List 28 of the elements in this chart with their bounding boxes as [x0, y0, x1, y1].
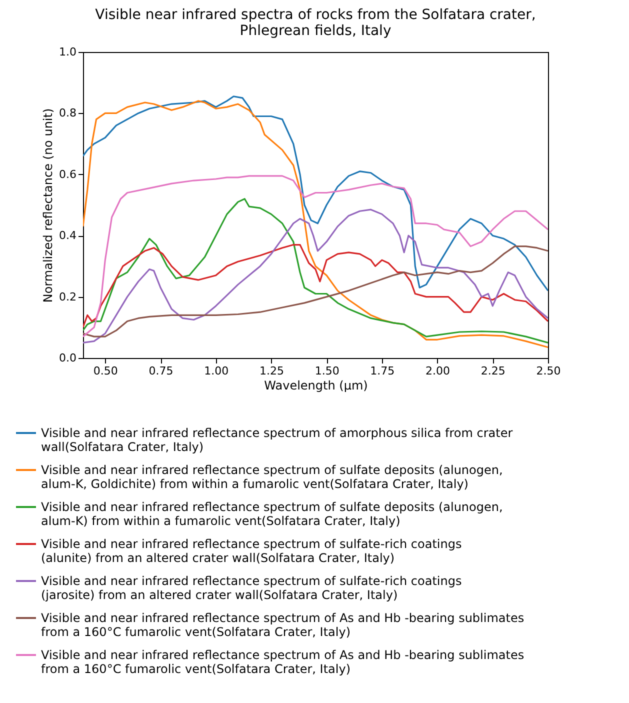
x-tick-label: 1.50 — [314, 364, 340, 378]
y-axis-title: Normalized reflectance (no unit) — [41, 108, 56, 303]
x-tick-label: 1.75 — [370, 364, 395, 378]
legend-label: Visible and near infrared reflectance spectrum of amorphous silica from crater wall(Solfatara Crater, Italy) — [41, 426, 513, 454]
legend-label: Visible and near infrared reflectance spectrum of sulfate deposits (alunogen, alum-K, Goldichite) from within a fumarolic vent(Solfatara Crater, Italy) — [41, 463, 503, 491]
chart-title: Visible near infrared spectra of rocks from the Solfatara crater, Phlegrean fields, Italy — [95, 7, 536, 39]
x-tick-label: 1.00 — [204, 364, 229, 378]
x-tick-label: 0.75 — [148, 364, 174, 378]
legend-label: Visible and near infrared reflectance spectrum of sulfate-rich coatings (jarosite) from an altered crater wall(Solfatara Crater, Italy) — [41, 574, 462, 602]
legend-label: Visible and near infrared reflectance spectrum of As and Hb -bearing sublimates from a 160°C fumarolic vent(Solfatara Crater, Italy) — [41, 648, 524, 676]
x-tick-label: 1.25 — [259, 364, 284, 378]
y-tick-label: 0.2 — [59, 290, 76, 304]
y-tick-label: 0.0 — [59, 352, 76, 364]
x-tick-label: 2.25 — [480, 364, 506, 378]
x-tick-label: 2.50 — [536, 364, 561, 378]
line-series — [83, 175, 548, 338]
legend-label: Visible and near infrared reflectance spectrum of As and Hb -bearing sublimates from a 160°C fumarolic vent(Solfatara Crater, Italy) — [41, 611, 524, 639]
legend-label: Visible and near infrared reflectance spectrum of sulfate deposits (alunogen, alum-K) from within a fumarolic vent(Solfatara Crater, Italy) — [41, 500, 503, 528]
legend-label: Visible and near infrared reflectance spectrum of sulfate-rich coatings (alunite) from an altered crater wall(Solfatara Crater, Italy) — [41, 537, 462, 565]
y-tick-label: 0.6 — [59, 168, 76, 181]
x-tick-label: 0.50 — [93, 364, 118, 378]
x-tick-label: 2.00 — [426, 364, 450, 378]
x-axis-title: Wavelength (μm) — [264, 378, 368, 392]
y-tick-label: 0.4 — [59, 229, 76, 242]
line-series — [83, 100, 548, 348]
y-tick-label: 1.0 — [59, 46, 76, 58]
y-tick-label: 0.8 — [59, 106, 76, 120]
line-series — [83, 96, 548, 292]
